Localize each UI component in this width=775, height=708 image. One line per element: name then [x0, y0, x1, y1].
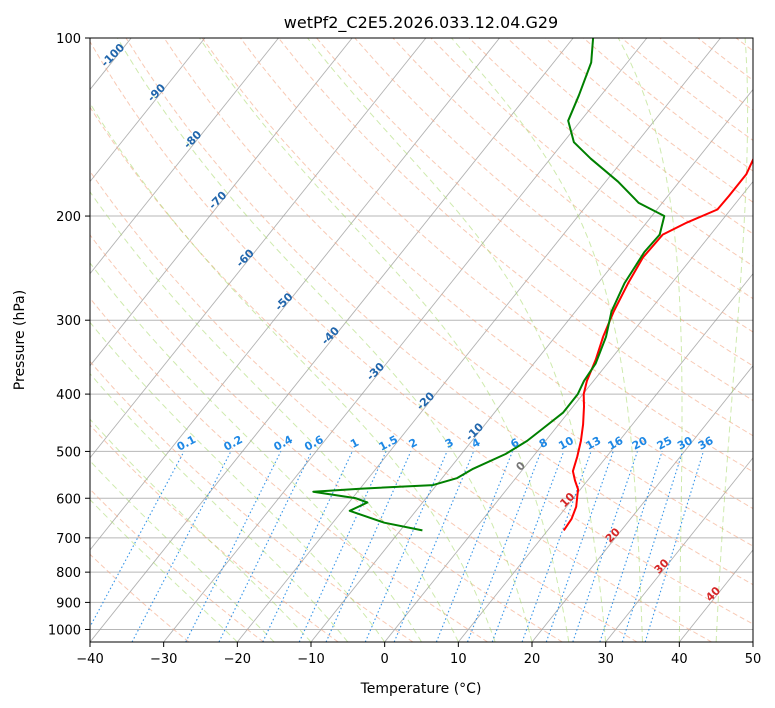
- mixing-ratio-line: [393, 451, 475, 642]
- y-tick-label: 800: [56, 566, 81, 581]
- mixing-ratio-label: 13: [584, 434, 604, 453]
- x-tick-label: −40: [76, 652, 103, 667]
- mixing-ratio-label: 16: [606, 434, 626, 453]
- mixing-ratio-line: [644, 451, 704, 642]
- mixing-ratio-label: 10: [556, 434, 576, 453]
- mixing-ratio-line: [185, 451, 282, 642]
- y-tick-label: 200: [56, 210, 81, 225]
- dry-adiabat-line: [240, 38, 753, 473]
- y-tick-label: 100: [56, 32, 81, 47]
- mixing-ratio-line: [572, 451, 638, 642]
- moist-adiabat-line: [90, 460, 275, 642]
- isotherm-line: [90, 38, 279, 275]
- dry-adiabat-line: [430, 38, 753, 300]
- dry-adiabat-line: [90, 40, 753, 625]
- mixing-ratio-label: 20: [630, 434, 650, 453]
- temperature-profile: [562, 157, 753, 531]
- x-tick-label: 0: [381, 652, 389, 667]
- plot-frame: [89, 37, 754, 643]
- mixing-ratio-label: 36: [696, 434, 716, 453]
- isotherm-line: [605, 457, 753, 642]
- isotherm-line: [384, 180, 753, 642]
- background-lines: [90, 38, 753, 642]
- y-tick-label: 400: [56, 388, 81, 403]
- moist-adiabat-line: [451, 38, 643, 642]
- mixing-ratio-line: [325, 451, 412, 642]
- mixing-ratio-label: 25: [655, 434, 675, 453]
- dry-adiabat-line: [90, 488, 264, 642]
- x-tick-label: 20: [524, 652, 541, 667]
- mixing-ratio-line: [298, 451, 387, 642]
- x-tick-label: −30: [150, 652, 177, 667]
- dry-adiabat-line: [201, 38, 753, 510]
- mixing-ratio-line: [521, 451, 592, 642]
- y-tick-label: 500: [56, 445, 81, 460]
- mixing-ratio-line: [599, 451, 663, 642]
- dry-adiabat-line: [163, 38, 753, 547]
- x-tick-label: 30: [597, 652, 614, 667]
- y-tick-label: 300: [56, 314, 81, 329]
- isotherm-line: [236, 38, 721, 642]
- axes: −40 −30 −20 −10 0 10 20 30 40 50 1000 900 800 700 600 5…: [48, 32, 761, 667]
- mixing-ratio-line: [90, 451, 185, 628]
- y-tick-label: 700: [56, 532, 81, 547]
- dry-adiabat-line: [90, 297, 488, 642]
- dry-adiabat-line: [90, 553, 190, 642]
- mixing-ratio-line: [545, 451, 614, 642]
- y-tick-label: 1000: [48, 623, 81, 638]
- mixing-ratio-line: [262, 451, 353, 642]
- x-axis-title: Temperature (°C): [360, 681, 482, 697]
- isotherm-line: [90, 38, 353, 367]
- isotherm-line: [90, 38, 206, 183]
- mixing-ratio-line: [364, 451, 448, 642]
- dry-adiabat-line: [278, 38, 753, 437]
- isotherm-line: [163, 38, 648, 642]
- x-tick-label: 50: [745, 652, 762, 667]
- moist-adiabat-line: [116, 38, 533, 642]
- y-tick-label: 900: [56, 596, 81, 611]
- x-tick-label: 10: [450, 652, 467, 667]
- moist-adiabat-line: [90, 498, 238, 642]
- x-tick-label: −20: [224, 652, 251, 667]
- moist-adiabat-line: [90, 190, 459, 642]
- moist-adiabat-line: [617, 38, 683, 642]
- dry-adiabat-line: [90, 360, 414, 642]
- chart-title: wetPf2_C2E5.2026.033.12.04.G29: [284, 13, 558, 33]
- profiles: [312, 38, 753, 532]
- isotherm-line: [531, 365, 753, 642]
- dry-adiabat-line: [392, 38, 753, 333]
- moist-adiabat-line: [715, 38, 749, 642]
- moist-adiabat-line: [90, 321, 386, 642]
- mixing-ratio-label: 30: [675, 434, 695, 453]
- isotherm-line: [90, 38, 427, 459]
- mixing-ratio-line: [621, 451, 684, 642]
- x-tick-label: −10: [297, 652, 324, 667]
- dry-adiabat-line: [90, 106, 712, 642]
- isotherm-line: [457, 272, 753, 642]
- y-axis-title: Pressure (hPa): [12, 290, 28, 390]
- moist-adiabat-line: [90, 372, 349, 642]
- mixing-ratio-line: [218, 451, 313, 642]
- isotherm-line: [310, 88, 753, 642]
- isotherm-line: [90, 38, 500, 551]
- y-tick-label: 600: [56, 492, 81, 507]
- moist-adiabat-line: [307, 38, 607, 642]
- dewpoint-profile: [312, 38, 666, 532]
- moist-adiabat-line: [90, 262, 422, 642]
- dry-adiabat-line: [90, 424, 339, 642]
- moist-adiabat-line: [90, 102, 496, 642]
- x-tick-label: 40: [671, 652, 688, 667]
